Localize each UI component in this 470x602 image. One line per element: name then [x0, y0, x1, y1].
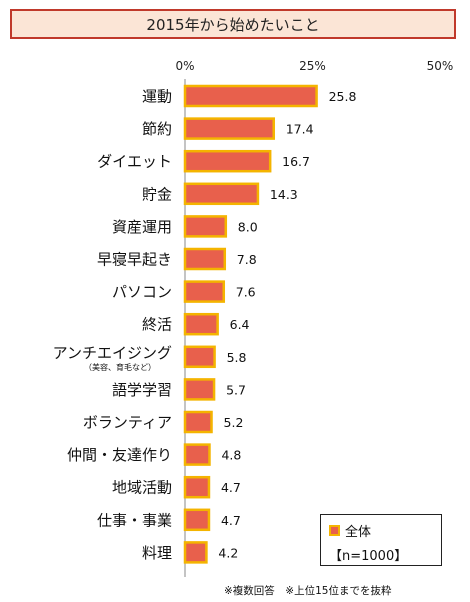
bar: [183, 117, 275, 140]
value-label: 8.0: [238, 219, 258, 234]
bar: [183, 280, 226, 303]
footnote: ※複数回答 ※上位15位までを抜粋: [224, 585, 392, 597]
category-label: 終活: [142, 316, 172, 334]
category-label: 仕事・事業: [97, 511, 172, 529]
bar: [183, 247, 227, 271]
category-label: 節約: [142, 120, 172, 138]
value-label: 7.6: [236, 285, 256, 300]
x-tick-label: 0%: [175, 59, 194, 73]
value-label: 4.8: [221, 448, 241, 463]
category-label: 早寝早起き: [97, 251, 172, 269]
x-tick-label: 50%: [427, 59, 454, 73]
bar: [183, 182, 260, 206]
value-label: 7.8: [237, 252, 257, 267]
value-label: 5.7: [226, 382, 246, 397]
category-label: ダイエット: [97, 153, 172, 171]
chart-title-text: 2015年から始めたいこと: [146, 15, 320, 34]
value-label: 4.7: [221, 513, 241, 528]
category-label: 仲間・友達作り: [67, 446, 172, 464]
bar: [183, 378, 216, 401]
legend-series-label: 全体: [345, 525, 372, 540]
category-label: アンチエイジング: [53, 344, 172, 362]
value-label: 17.4: [286, 122, 314, 137]
category-label: パソコン: [112, 283, 172, 301]
bar: [183, 541, 208, 564]
category-label: 運動: [142, 88, 172, 106]
legend-swatch-icon: [329, 525, 340, 536]
value-label: 16.7: [282, 154, 310, 169]
category-label: 地域活動: [112, 479, 172, 497]
bar: [183, 215, 228, 238]
category-label: 語学学習: [112, 381, 172, 399]
value-label: 4.2: [218, 545, 238, 560]
category-label: 資産運用: [112, 218, 172, 236]
category-label: 料理: [142, 544, 172, 562]
chart-title: 2015年から始めたいこと: [10, 9, 456, 39]
category-note: （美容、育毛など）: [84, 362, 156, 372]
bar: [183, 149, 272, 173]
bar: [183, 508, 211, 532]
category-label: ボランティア: [83, 414, 172, 432]
x-tick-label: 25%: [299, 59, 326, 73]
bar: [183, 443, 211, 466]
bar: [183, 345, 216, 369]
value-label: 5.2: [224, 415, 244, 430]
legend-entry: 全体: [329, 521, 371, 540]
bar: [183, 312, 219, 336]
value-label: 14.3: [270, 187, 298, 202]
category-label: 貯金: [142, 185, 172, 203]
legend-sample-size: 【n=1000】: [329, 549, 408, 564]
bar: [183, 84, 318, 108]
legend: 全体 【n=1000】: [320, 514, 442, 566]
value-label: 5.8: [227, 350, 247, 365]
bar: [183, 410, 213, 434]
value-label: 4.7: [221, 480, 241, 495]
value-label: 6.4: [230, 317, 250, 332]
value-label: 25.8: [329, 89, 357, 104]
bar: [183, 475, 211, 499]
